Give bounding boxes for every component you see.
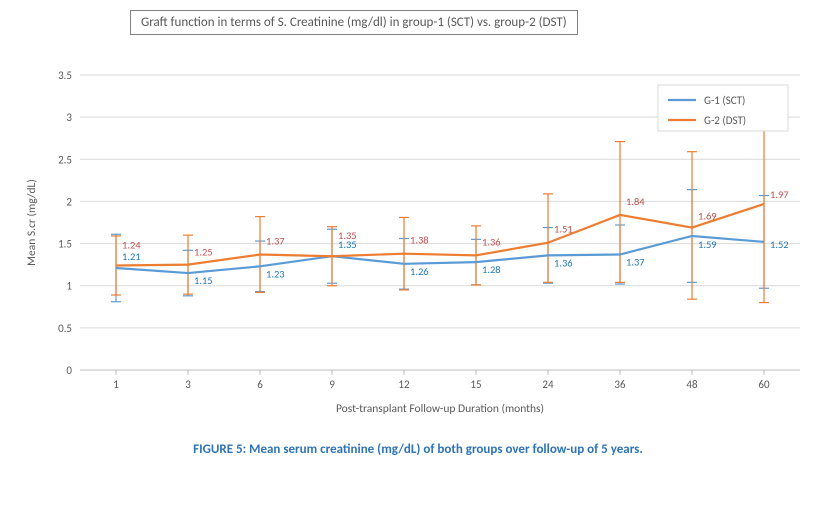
x-tick-label: 60 xyxy=(758,378,770,391)
x-tick-label: 15 xyxy=(470,378,481,391)
legend-label: G-1 (SCT) xyxy=(704,94,745,107)
x-tick-label: 9 xyxy=(329,378,335,391)
data-label: 1.15 xyxy=(194,274,213,287)
series-line xyxy=(116,204,764,266)
x-tick-label: 48 xyxy=(686,378,698,391)
data-label: 1.84 xyxy=(626,195,645,208)
y-axis-label: Mean S.cr (mg/dL) xyxy=(25,179,39,266)
y-tick-label: 0 xyxy=(66,364,72,377)
y-tick-label: 3.5 xyxy=(58,69,72,82)
x-tick-label: 6 xyxy=(257,378,263,391)
x-axis-label: Post-transplant Follow-up Duration (mont… xyxy=(336,402,544,416)
data-label: 1.25 xyxy=(194,246,213,259)
x-tick-label: 12 xyxy=(398,378,410,391)
data-label: 1.36 xyxy=(482,235,501,248)
y-tick-label: 1.5 xyxy=(58,238,72,251)
data-label: 1.36 xyxy=(554,256,573,269)
x-tick-label: 1 xyxy=(113,378,119,391)
data-label: 1.28 xyxy=(482,263,501,276)
figure-caption: FIGURE 5: Mean serum creatinine (mg/dL) … xyxy=(10,442,826,457)
x-tick-label: 24 xyxy=(542,378,554,391)
y-tick-label: 3 xyxy=(66,111,72,124)
data-label: 1.38 xyxy=(410,234,429,247)
y-tick-label: 2 xyxy=(66,195,72,208)
data-label: 1.52 xyxy=(770,238,789,251)
x-tick-label: 36 xyxy=(614,378,626,391)
legend-label: G-2 (DST) xyxy=(704,114,746,127)
creatinine-chart: 00.511.522.533.51369121524364860Post-tra… xyxy=(10,50,826,430)
data-label: 1.24 xyxy=(122,238,141,251)
data-label: 1.69 xyxy=(698,210,717,223)
y-tick-label: 1 xyxy=(66,280,72,293)
data-label: 1.51 xyxy=(554,223,573,236)
data-label: 1.26 xyxy=(410,265,429,278)
chart-title-text: Graft function in terms of S. Creatinine… xyxy=(141,15,567,30)
x-tick-label: 3 xyxy=(185,378,191,391)
data-label: 1.21 xyxy=(122,250,141,263)
y-tick-label: 2.5 xyxy=(58,153,72,166)
chart-title-box: Graft function in terms of S. Creatinine… xyxy=(130,10,578,35)
y-tick-label: 0.5 xyxy=(58,322,72,335)
data-label: 1.35 xyxy=(338,229,357,242)
data-label: 1.59 xyxy=(698,238,717,251)
data-label: 1.37 xyxy=(266,235,285,248)
data-label: 1.23 xyxy=(266,267,285,280)
figure-caption-text: FIGURE 5: Mean serum creatinine (mg/dL) … xyxy=(193,442,643,457)
data-label: 1.37 xyxy=(626,256,645,269)
data-label: 1.97 xyxy=(770,188,789,201)
